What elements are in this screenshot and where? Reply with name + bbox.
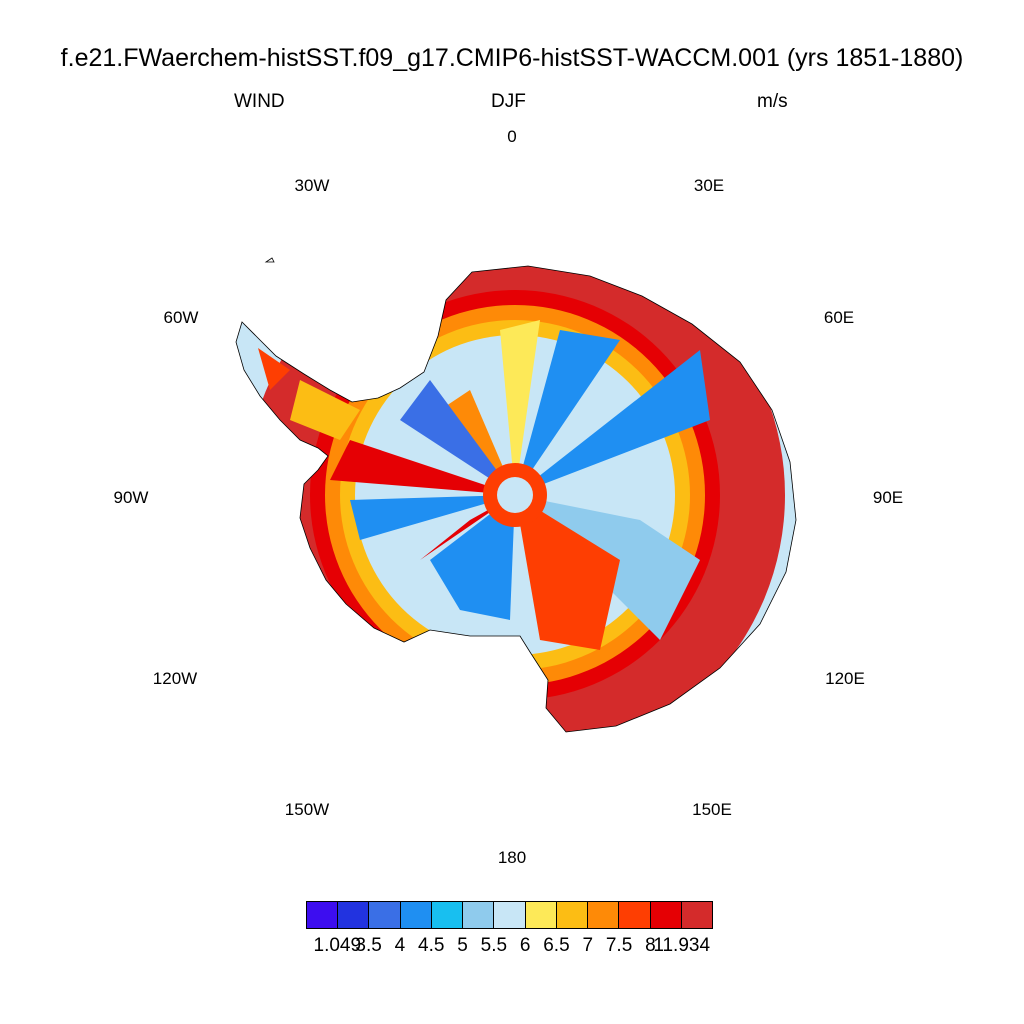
lon-label-30w: 30W [294,176,330,195]
plot-title: f.e21.FWaerchem-histSST.f09_g17.CMIP6-hi… [60,44,964,72]
colorbar-label: 6.5 [543,935,570,956]
lon-label-0: 0 [507,127,517,146]
colorbar-swatch [307,902,339,928]
colorbar-swatch [400,902,432,928]
colorbar-swatch [619,902,651,928]
colorbar-label: 7 [582,935,594,956]
colorbar-swatch [338,902,370,928]
season-label: DJF [491,91,526,112]
colorbar-swatch [525,902,557,928]
colorbar-swatch [369,902,401,928]
colorbar-label: 6 [519,935,531,956]
colorbar-label: 11.934 [653,935,711,956]
colorbar-swatch [463,902,495,928]
colorbar-swatch [650,902,682,928]
colorbar-label: 5.5 [480,935,508,956]
lon-label-120e: 120E [825,669,865,688]
colorbar [306,901,713,929]
lon-label-150w: 150W [284,800,330,819]
island-outline [264,257,275,263]
colorbar-label: 1.049 [313,935,362,956]
colorbar-swatch [681,902,713,928]
lon-label-60w: 60W [163,308,199,327]
lon-label-150e: 150E [692,800,732,819]
colorbar-swatch [431,902,464,928]
lon-label-180: 180 [497,848,527,867]
lon-label-30e: 30E [693,176,725,195]
lon-label-90w: 90W [113,488,149,507]
colorbar-swatch [494,902,526,928]
antarctica-wind-field [236,266,796,732]
colorbar-label: 5 [457,935,468,956]
lon-label-90e: 90E [872,488,904,507]
colorbar-label: 7.5 [605,935,633,956]
lon-label-120w: 120W [152,669,198,688]
colorbar-label: 8 [645,935,656,956]
colorbar-swatch [556,902,589,928]
colorbar-label: 3.5 [355,935,382,956]
coastline [235,265,797,733]
lon-label-60e: 60E [823,308,855,327]
colorbar-label: 4.5 [418,935,445,956]
colorbar-label: 4 [394,935,406,956]
units-label: m/s [757,91,788,112]
colorbar-swatch [588,902,620,928]
variable-label: WIND [234,91,285,112]
